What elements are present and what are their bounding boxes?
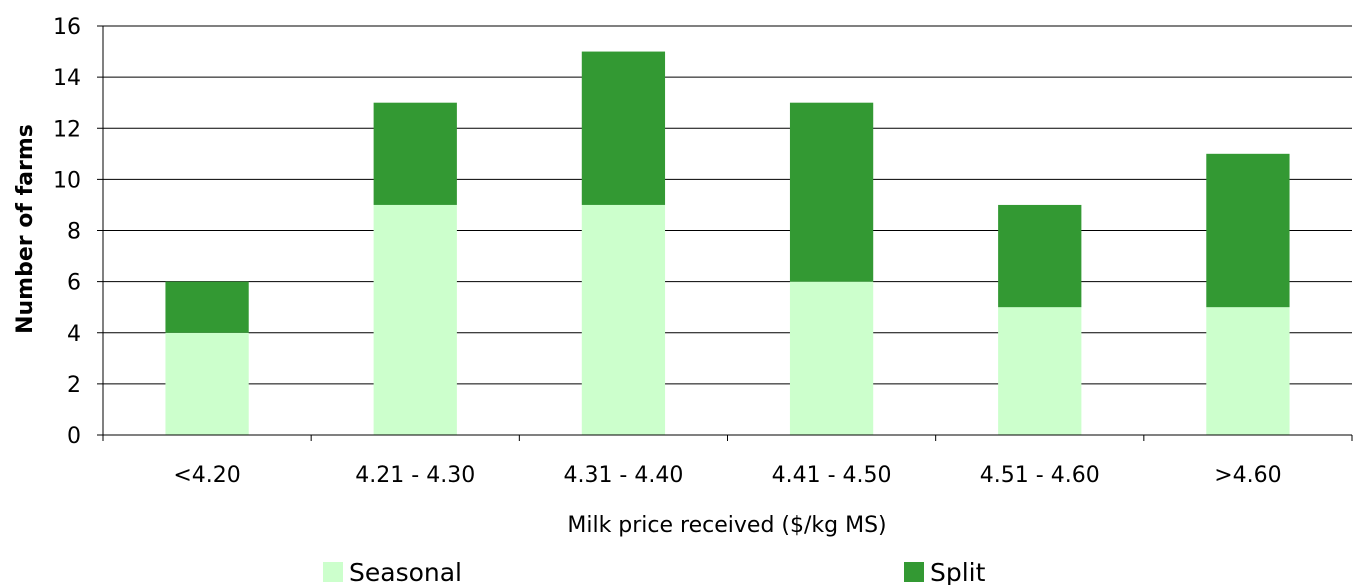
bars xyxy=(165,51,1290,435)
legend: Seasonal Split xyxy=(323,558,986,585)
y-tick-label: 10 xyxy=(53,168,81,193)
x-axis-title: Milk price received ($/kg MS) xyxy=(567,513,886,538)
bar-seasonal xyxy=(998,307,1082,435)
bar-seasonal xyxy=(1206,307,1290,435)
bar-seasonal xyxy=(165,332,249,435)
x-tick-label: 4.41 - 4.50 xyxy=(772,463,892,488)
bar-split xyxy=(789,102,874,282)
legend-swatch-seasonal xyxy=(323,562,343,582)
bar-seasonal xyxy=(581,204,666,435)
x-tick-label: 4.31 - 4.40 xyxy=(563,463,683,488)
bar-split xyxy=(581,51,666,205)
x-tick-label: <4.20 xyxy=(173,463,240,488)
gridlines xyxy=(103,25,1352,385)
y-tick-label: 0 xyxy=(67,424,81,449)
y-tick-label: 16 xyxy=(53,15,81,40)
legend-label-split: Split xyxy=(930,558,986,585)
bar-seasonal xyxy=(373,204,457,435)
y-tick-label: 8 xyxy=(67,220,81,245)
x-tick-label: 4.51 - 4.60 xyxy=(980,463,1100,488)
y-axis-title: Number of farms xyxy=(13,124,38,334)
x-tick-labels: <4.20 4.21 - 4.30 4.31 - 4.40 4.41 - 4.50 4.… xyxy=(173,463,1281,488)
axes xyxy=(97,25,1353,441)
legend-swatch-split xyxy=(904,562,924,582)
x-tick-label: >4.60 xyxy=(1214,463,1281,488)
y-tick-label: 4 xyxy=(67,322,81,347)
y-tick-labels: 0 2 4 6 8 10 12 14 16 xyxy=(53,15,81,449)
x-tick-label: 4.21 - 4.30 xyxy=(355,463,475,488)
y-tick-label: 14 xyxy=(53,66,81,91)
bar-split xyxy=(373,102,457,205)
bar-split xyxy=(998,204,1082,308)
bar-seasonal xyxy=(789,281,874,435)
y-tick-label: 2 xyxy=(67,373,81,398)
bar-split xyxy=(165,281,249,333)
y-tick-label: 12 xyxy=(53,117,81,142)
bar-split xyxy=(1206,153,1290,308)
legend-label-seasonal: Seasonal xyxy=(349,558,462,585)
y-tick-label: 6 xyxy=(67,271,81,296)
